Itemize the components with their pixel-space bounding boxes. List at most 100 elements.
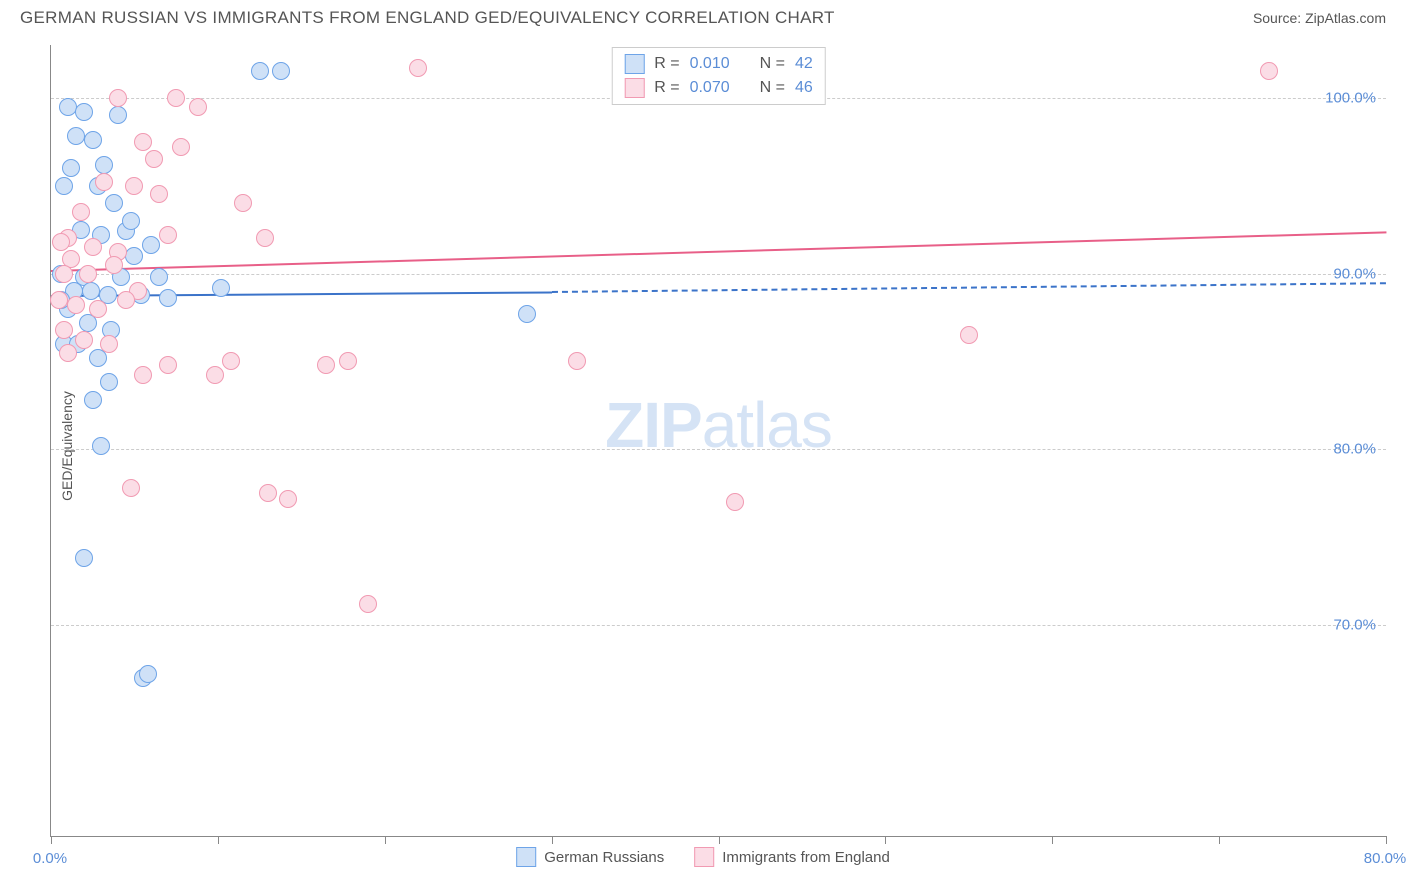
data-point bbox=[172, 138, 190, 156]
data-point bbox=[279, 490, 297, 508]
legend-row: R = 0.070 N = 46 bbox=[624, 76, 813, 100]
legend-n-value: 42 bbox=[795, 55, 813, 73]
legend-r-value: 0.010 bbox=[690, 55, 730, 73]
legend-item: Immigrants from England bbox=[694, 847, 890, 867]
data-point bbox=[105, 256, 123, 274]
data-point bbox=[159, 289, 177, 307]
data-point bbox=[50, 291, 68, 309]
data-point bbox=[122, 479, 140, 497]
x-tick bbox=[1219, 836, 1220, 844]
data-point bbox=[122, 212, 140, 230]
legend-n-value: 46 bbox=[795, 79, 813, 97]
data-point bbox=[67, 127, 85, 145]
data-point bbox=[109, 89, 127, 107]
data-point bbox=[189, 98, 207, 116]
data-point bbox=[134, 133, 152, 151]
legend-r-value: 0.070 bbox=[690, 79, 730, 97]
data-point bbox=[150, 268, 168, 286]
legend-r-label: R = bbox=[654, 55, 679, 73]
data-point bbox=[234, 194, 252, 212]
data-point bbox=[259, 484, 277, 502]
legend-item: German Russians bbox=[516, 847, 664, 867]
x-tick bbox=[885, 836, 886, 844]
legend-swatch bbox=[694, 847, 714, 867]
legend-swatch bbox=[624, 78, 644, 98]
data-point bbox=[62, 159, 80, 177]
x-tick bbox=[1386, 836, 1387, 844]
data-point bbox=[134, 366, 152, 384]
data-point bbox=[960, 326, 978, 344]
data-point bbox=[139, 665, 157, 683]
legend-swatch bbox=[624, 54, 644, 74]
data-point bbox=[75, 331, 93, 349]
data-point bbox=[92, 437, 110, 455]
y-tick-label: 80.0% bbox=[1333, 441, 1376, 458]
data-point bbox=[212, 279, 230, 297]
data-point bbox=[95, 156, 113, 174]
data-point bbox=[95, 173, 113, 191]
source-attribution: Source: ZipAtlas.com bbox=[1253, 10, 1386, 26]
data-point bbox=[84, 238, 102, 256]
data-point bbox=[75, 103, 93, 121]
data-point bbox=[79, 265, 97, 283]
x-tick bbox=[218, 836, 219, 844]
y-tick-label: 70.0% bbox=[1333, 617, 1376, 634]
data-point bbox=[317, 356, 335, 374]
data-point bbox=[117, 291, 135, 309]
data-point bbox=[59, 344, 77, 362]
regression-line bbox=[51, 231, 1386, 272]
data-point bbox=[142, 236, 160, 254]
legend-swatch bbox=[516, 847, 536, 867]
data-point bbox=[251, 62, 269, 80]
data-point bbox=[89, 300, 107, 318]
data-point bbox=[1260, 62, 1278, 80]
data-point bbox=[84, 131, 102, 149]
data-point bbox=[339, 352, 357, 370]
data-point bbox=[109, 106, 127, 124]
data-point bbox=[82, 282, 100, 300]
data-point bbox=[726, 493, 744, 511]
gridline bbox=[51, 625, 1386, 626]
data-point bbox=[159, 356, 177, 374]
y-tick-label: 100.0% bbox=[1325, 89, 1376, 106]
x-tick bbox=[1052, 836, 1053, 844]
data-point bbox=[359, 595, 377, 613]
legend-row: R = 0.010 N = 42 bbox=[624, 52, 813, 76]
data-point bbox=[75, 549, 93, 567]
legend-label: Immigrants from England bbox=[722, 849, 890, 866]
legend-label: German Russians bbox=[544, 849, 664, 866]
data-point bbox=[67, 296, 85, 314]
data-point bbox=[409, 59, 427, 77]
gridline bbox=[51, 274, 1386, 275]
data-point bbox=[100, 335, 118, 353]
chart-title: GERMAN RUSSIAN VS IMMIGRANTS FROM ENGLAN… bbox=[20, 8, 835, 28]
data-point bbox=[568, 352, 586, 370]
data-point bbox=[84, 391, 102, 409]
header: GERMAN RUSSIAN VS IMMIGRANTS FROM ENGLAN… bbox=[0, 0, 1406, 32]
data-point bbox=[72, 203, 90, 221]
data-point bbox=[272, 62, 290, 80]
legend-r-label: R = bbox=[654, 79, 679, 97]
data-point bbox=[55, 321, 73, 339]
scatter-chart: ZIPatlas R = 0.010 N = 42 R = 0.070 N = 46 70.0… bbox=[50, 45, 1386, 837]
data-point bbox=[125, 177, 143, 195]
regression-line-extrapolated bbox=[552, 282, 1386, 293]
x-tick-label: 0.0% bbox=[33, 850, 67, 867]
gridline bbox=[51, 449, 1386, 450]
legend-n-label: N = bbox=[760, 79, 785, 97]
correlation-legend: R = 0.010 N = 42 R = 0.070 N = 46 bbox=[611, 47, 826, 105]
watermark: ZIPatlas bbox=[605, 388, 832, 462]
data-point bbox=[222, 352, 240, 370]
x-tick-label: 80.0% bbox=[1364, 850, 1406, 867]
data-point bbox=[105, 194, 123, 212]
data-point bbox=[59, 98, 77, 116]
x-tick bbox=[385, 836, 386, 844]
x-tick bbox=[719, 836, 720, 844]
data-point bbox=[159, 226, 177, 244]
data-point bbox=[256, 229, 274, 247]
data-point bbox=[55, 177, 73, 195]
y-tick-label: 90.0% bbox=[1333, 265, 1376, 282]
legend-n-label: N = bbox=[760, 55, 785, 73]
data-point bbox=[55, 265, 73, 283]
data-point bbox=[518, 305, 536, 323]
